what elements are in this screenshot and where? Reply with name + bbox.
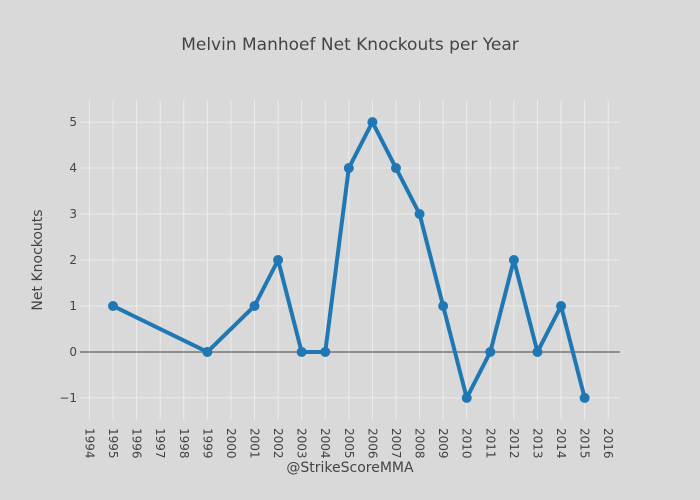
y-tick-label: 2 xyxy=(69,253,77,267)
data-point[interactable] xyxy=(367,117,378,128)
x-tick-label: 1994 xyxy=(82,428,96,459)
x-tick-label: 1999 xyxy=(200,428,214,459)
data-point[interactable] xyxy=(343,163,354,174)
data-point[interactable] xyxy=(414,209,425,220)
x-tick-label: 2008 xyxy=(413,428,427,459)
x-tick-label: 2010 xyxy=(460,428,474,459)
x-tick-label: 1997 xyxy=(153,428,167,459)
data-point[interactable] xyxy=(108,300,119,311)
x-tick-label: 2012 xyxy=(507,428,521,459)
x-tick-label: 2005 xyxy=(342,428,356,459)
data-point[interactable] xyxy=(273,255,284,265)
data-point[interactable] xyxy=(556,300,567,311)
data-point[interactable] xyxy=(249,300,260,311)
y-tick-label: 1 xyxy=(69,299,77,313)
x-tick-label: 2011 xyxy=(483,428,497,459)
data-point[interactable] xyxy=(296,346,307,357)
data-point[interactable] xyxy=(438,300,449,311)
y-tick-label: 0 xyxy=(69,345,77,359)
x-tick-label: 2003 xyxy=(295,428,309,459)
y-tick-label: 4 xyxy=(69,161,77,175)
x-tick-label: 2006 xyxy=(365,428,379,459)
data-point[interactable] xyxy=(508,255,519,265)
y-tick-label: 5 xyxy=(69,115,77,129)
x-tick-label: 1996 xyxy=(130,428,144,459)
y-axis-label: Net Knockouts xyxy=(30,209,46,310)
data-point[interactable] xyxy=(461,392,472,403)
x-tick-label: 2001 xyxy=(247,428,261,459)
series xyxy=(108,117,590,403)
data-point[interactable] xyxy=(532,346,543,357)
x-tick-label: 2013 xyxy=(530,428,544,459)
x-tick-label: 2002 xyxy=(271,428,285,459)
chart-title: Melvin Manhoef Net Knockouts per Year xyxy=(181,35,519,55)
data-point[interactable] xyxy=(202,346,213,357)
data-point[interactable] xyxy=(320,346,331,357)
x-tick-label: 2016 xyxy=(601,428,615,459)
y-tick-label: 3 xyxy=(69,207,77,221)
x-tick-label: 2009 xyxy=(436,428,450,459)
x-axis-ticks: 1994 1995 1996 1997 1998 1999 2000 2001 2002 2003… xyxy=(82,428,615,459)
data-point[interactable] xyxy=(390,163,401,174)
x-tick-label: 2004 xyxy=(318,428,332,459)
data-point[interactable] xyxy=(579,392,590,403)
x-tick-label: 2014 xyxy=(554,428,568,459)
x-tick-label: 2007 xyxy=(389,428,403,459)
y-tick-label: −1 xyxy=(59,391,77,405)
x-axis-label: @StrikeScoreMMA xyxy=(286,460,414,476)
grid xyxy=(80,100,620,420)
x-tick-label: 1995 xyxy=(106,428,120,459)
y-axis-ticks: −1 0 1 2 3 4 5 xyxy=(59,115,77,405)
x-tick-label: 2000 xyxy=(224,428,238,459)
x-tick-label: 1998 xyxy=(177,428,191,459)
data-point[interactable] xyxy=(485,346,496,357)
x-tick-label: 2015 xyxy=(578,428,592,459)
